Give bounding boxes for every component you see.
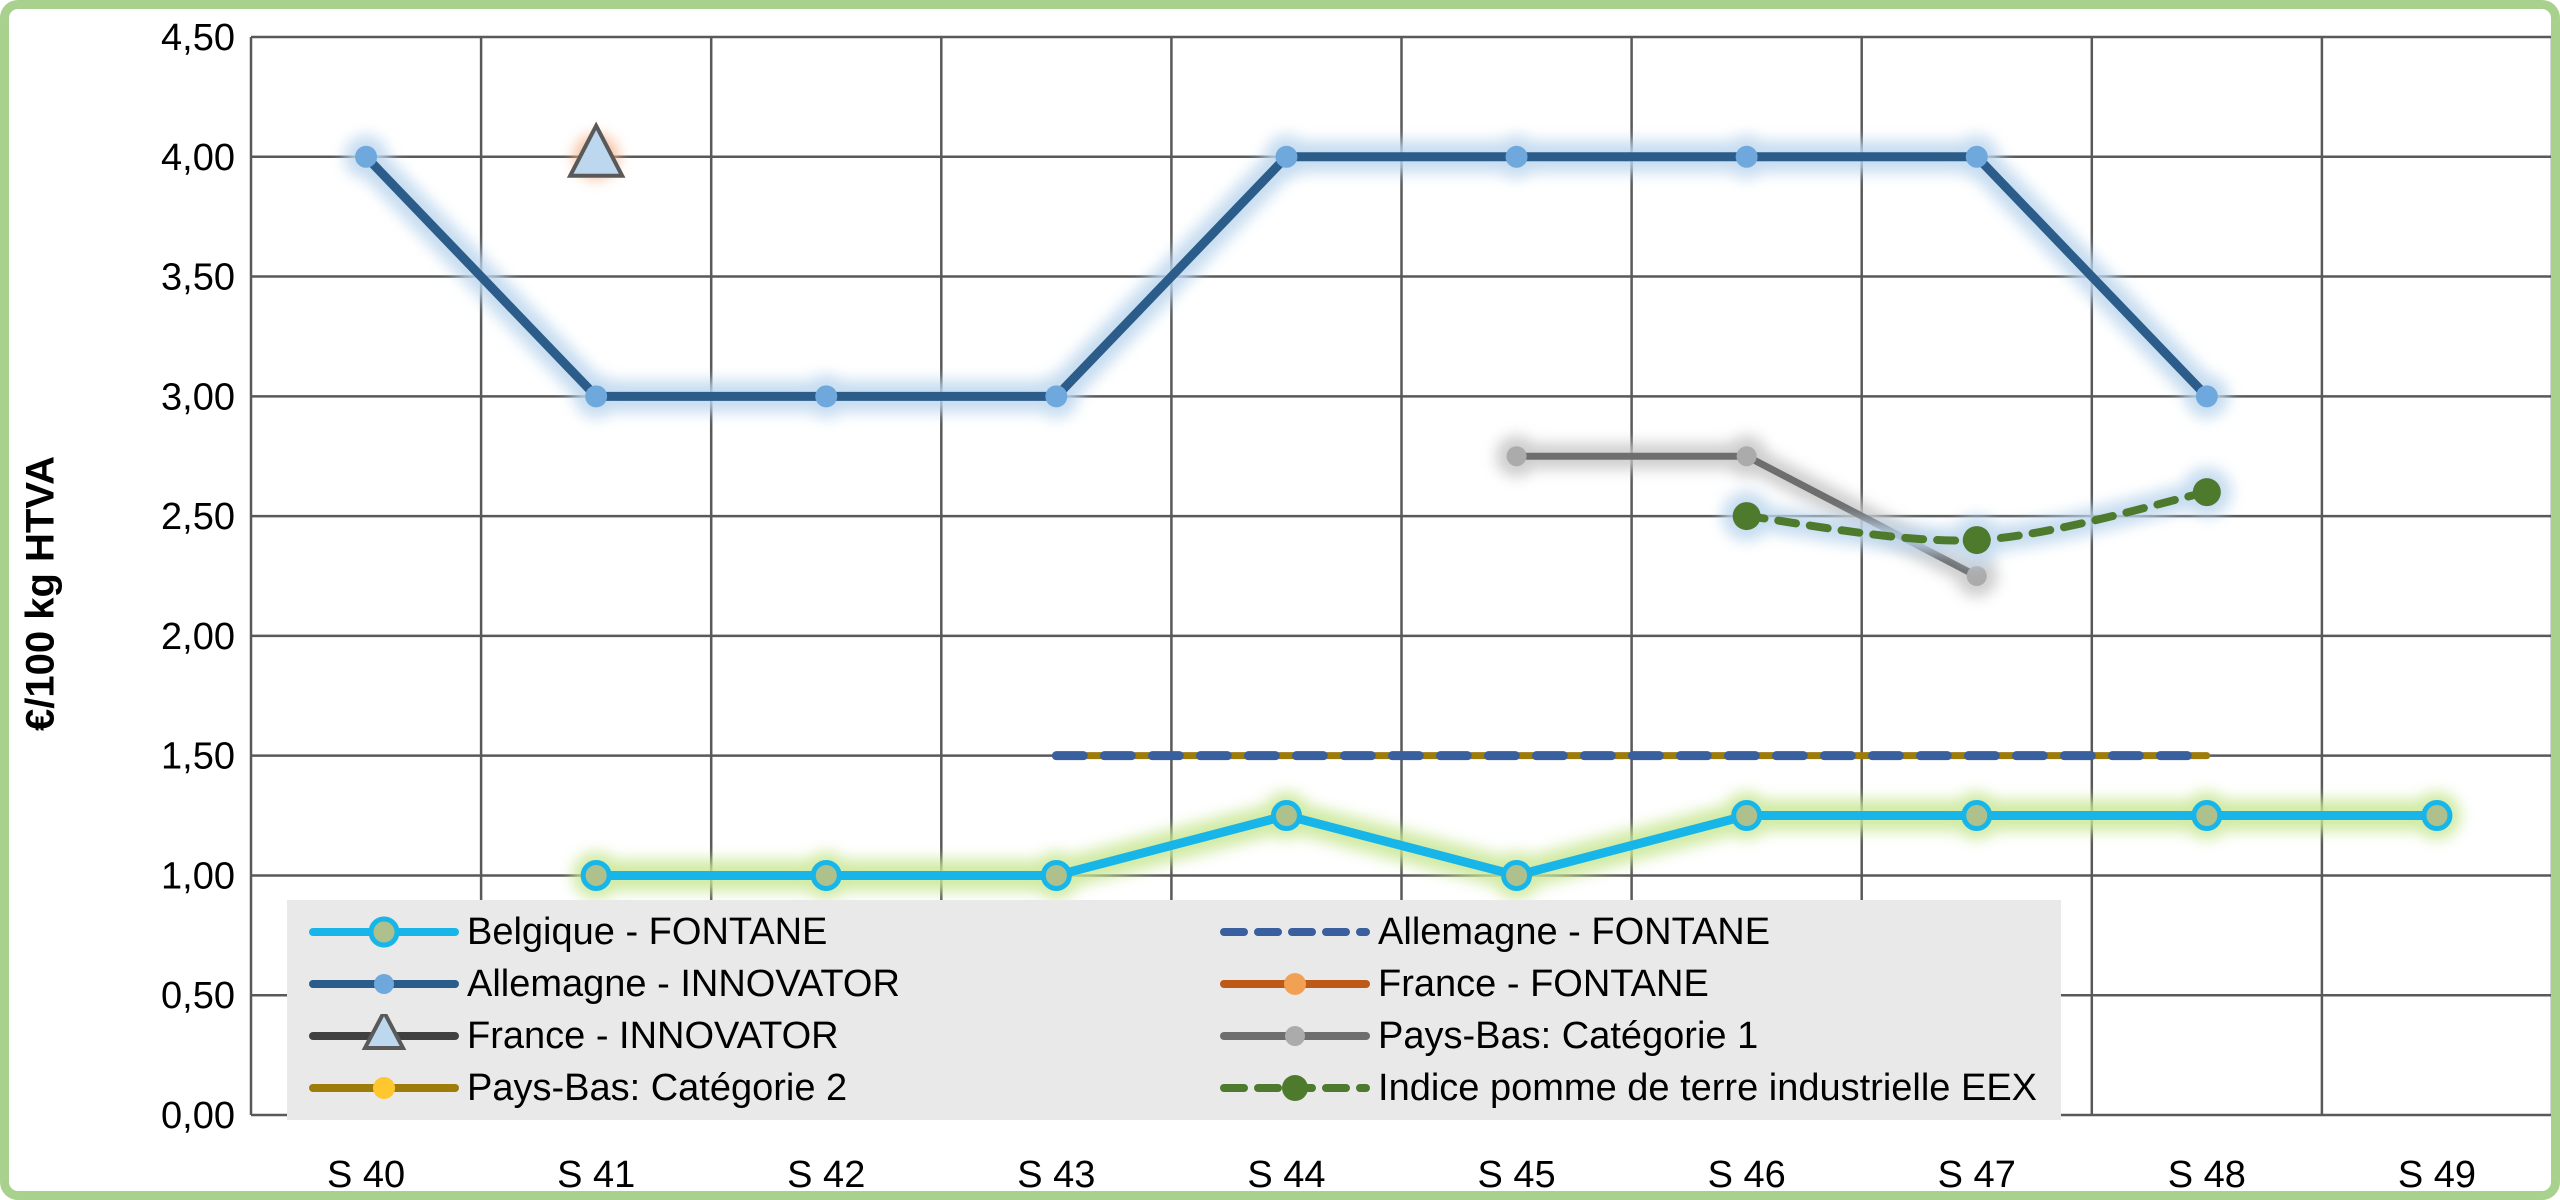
legend-label: Allemagne - INNOVATOR	[467, 962, 900, 1005]
y-tick-label: 4,00	[161, 137, 235, 179]
y-tick-label: 3,50	[161, 257, 235, 299]
y-axis-title: €/100 kg HTVA	[18, 456, 63, 731]
series-indice-pomme-de-terre-industrielle-eex	[1721, 467, 2232, 566]
legend-label: Pays-Bas: Catégorie 2	[467, 1066, 848, 1109]
x-tick-label: S 41	[557, 1154, 635, 1196]
legend-label: France - FONTANE	[1378, 962, 1709, 1005]
x-tick-label: S 45	[1477, 1154, 1555, 1196]
legend-swatch	[309, 1077, 459, 1099]
legend-item: Pays-Bas: Catégorie 2	[309, 1063, 1220, 1113]
y-tick-label: 3,00	[161, 376, 235, 418]
legend-swatch	[309, 974, 459, 994]
legend-item: Pays-Bas: Catégorie 1	[1220, 1011, 2061, 1061]
y-tick-label: 4,50	[161, 17, 235, 59]
y-tick-label: 2,50	[161, 496, 235, 538]
legend-swatch	[309, 916, 459, 948]
y-tick-label: 0,00	[161, 1095, 235, 1137]
legend-item: France - FONTANE	[1220, 959, 2061, 1009]
legend-label: Pays-Bas: Catégorie 1	[1378, 1014, 1759, 1057]
legend-swatch	[1220, 928, 1371, 936]
series-layer	[344, 121, 2461, 900]
legend-label: France - INNOVATOR	[467, 1014, 839, 1057]
legend-item: Allemagne - FONTANE	[1220, 907, 2061, 957]
y-tick-label: 2,00	[161, 616, 235, 658]
legend-swatch	[309, 1014, 459, 1050]
x-tick-label: S 44	[1247, 1154, 1325, 1196]
legend-label: Allemagne - FONTANE	[1378, 910, 1771, 953]
series-france-innovator	[566, 121, 626, 178]
legend-swatch	[1220, 1075, 1371, 1101]
x-tick-label: S 46	[1708, 1154, 1786, 1196]
legend-label: Belgique - FONTANE	[467, 910, 828, 953]
y-tick-label: 0,50	[161, 975, 235, 1017]
legend-label: Indice pomme de terre industrielle EEX	[1378, 1066, 2038, 1109]
x-tick-label: S 49	[2398, 1154, 2476, 1196]
legend: Belgique - FONTANE Allemagne - INNOVATOR F…	[287, 900, 2061, 1120]
series-belgique-fontane	[572, 791, 2461, 900]
y-tick-label: 1,50	[161, 736, 235, 778]
legend-column-left: Belgique - FONTANE Allemagne - INNOVATOR F…	[309, 906, 1220, 1114]
x-tick-label: S 43	[1017, 1154, 1095, 1196]
legend-item: Allemagne - INNOVATOR	[309, 959, 1220, 1009]
legend-swatch	[1220, 973, 1371, 995]
legend-item: Belgique - FONTANE	[309, 907, 1220, 957]
x-tick-label: S 42	[787, 1154, 865, 1196]
series-allemagne-innovator	[344, 134, 2229, 419]
axis-tick-labels: 0,00 0,50 1,00 1,50 2,00 2,50 3,00 3,50 4,00 4,50…	[161, 17, 2476, 1196]
x-tick-label: S 48	[2168, 1154, 2246, 1196]
x-tick-label: S 40	[327, 1154, 405, 1196]
legend-item: France - INNOVATOR	[309, 1011, 1220, 1061]
legend-item: Indice pomme de terre industrielle EEX	[1220, 1063, 2061, 1113]
y-tick-label: 1,00	[161, 855, 235, 897]
legend-swatch	[1220, 1026, 1371, 1046]
x-tick-label: S 47	[1938, 1154, 2016, 1196]
legend-column-right: Allemagne - FONTANE France - FONTANE Pays-…	[1220, 906, 2061, 1114]
